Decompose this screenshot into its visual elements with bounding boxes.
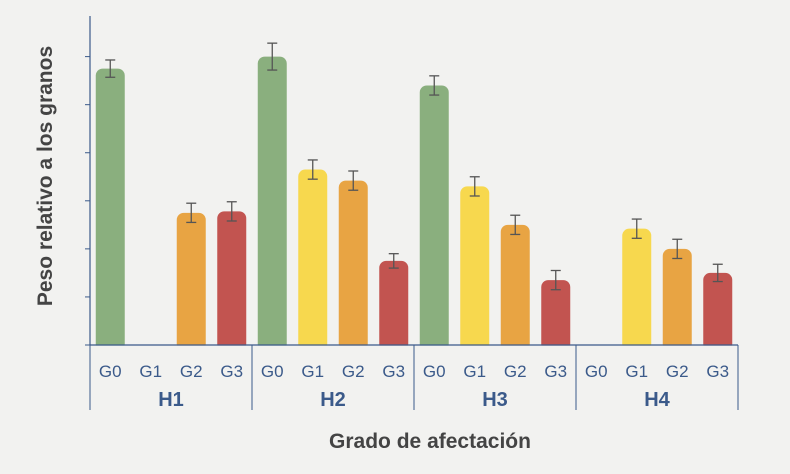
x-tick-label-h2-g2: G2 (342, 362, 365, 381)
error-bar-h2-g2 (348, 170, 359, 191)
x-tick-label-h3-g2: G2 (504, 362, 527, 381)
x-tick-label-h2-g1: G1 (301, 362, 324, 381)
bars-layer (91, 42, 739, 352)
y-axis-title: Peso relativo a los granos (34, 46, 57, 306)
x-tick-label-h2-g3: G3 (382, 362, 405, 381)
bar-h4-g3 (703, 272, 733, 351)
error-bar-h3-g3 (550, 269, 561, 291)
bar-h1-g3 (217, 211, 247, 351)
bar-h4-g2 (662, 248, 692, 351)
error-bar-h2-g0 (267, 42, 278, 71)
bar-h3-g3 (541, 280, 571, 351)
x-tick-label-h1-g0: G0 (99, 362, 122, 381)
bar-h3-g1 (460, 186, 490, 351)
x-tick-label-h1-g3: G3 (220, 362, 243, 381)
bar-h2-g3 (379, 260, 409, 351)
x-tick-label-h1-g1: G1 (139, 362, 162, 381)
baseline-mask (91, 345, 739, 352)
x-tick-label-h3-g0: G0 (423, 362, 446, 381)
bar-h2-g1 (298, 169, 328, 351)
x-axis-title: Grado de afectación (329, 430, 531, 453)
bar-h1-g2 (176, 212, 206, 351)
labels-layer: G0 G1 G2 G3 H1 G0 G1 G2 G3 H2 G0 G1 G2 G3 H3 G0 G1 G2 G3 H4 (99, 362, 729, 411)
group-label-h3: H3 (482, 389, 508, 411)
error-bar-h1-g2 (186, 202, 197, 224)
bar-h2-g2 (338, 180, 368, 351)
bar-h4-g1 (622, 228, 652, 351)
error-bar-h3-g0 (429, 75, 440, 96)
group-label-h2: H2 (320, 389, 346, 411)
error-bar-h2-g3 (388, 253, 399, 269)
error-bar-h1-g0 (105, 59, 116, 78)
bar-h3-g2 (500, 224, 530, 351)
error-bar-h1-g3 (226, 201, 237, 222)
group-label-h4: H4 (644, 389, 670, 411)
x-tick-label-h4-g0: G0 (585, 362, 608, 381)
x-tick-label-h4-g2: G2 (666, 362, 689, 381)
bar-h3-g0 (419, 85, 449, 352)
x-tick-label-h3-g1: G1 (463, 362, 486, 381)
x-tick-label-h1-g2: G2 (180, 362, 203, 381)
error-bar-h2-g1 (307, 159, 318, 180)
x-tick-label-h4-g1: G1 (625, 362, 648, 381)
axes-layer (85, 16, 739, 410)
error-bar-h4-g3 (712, 263, 723, 283)
x-tick-label-h3-g3: G3 (544, 362, 567, 381)
group-label-h1: H1 (158, 389, 184, 411)
error-bar-h3-g1 (469, 176, 480, 197)
bar-h2-g0 (257, 56, 287, 351)
x-tick-label-h2-g0: G0 (261, 362, 284, 381)
error-bar-h4-g1 (631, 218, 642, 239)
bar-h1-g0 (95, 68, 125, 352)
x-tick-label-h4-g3: G3 (706, 362, 729, 381)
error-bar-h3-g2 (510, 214, 521, 236)
error-bar-h4-g2 (672, 238, 683, 260)
